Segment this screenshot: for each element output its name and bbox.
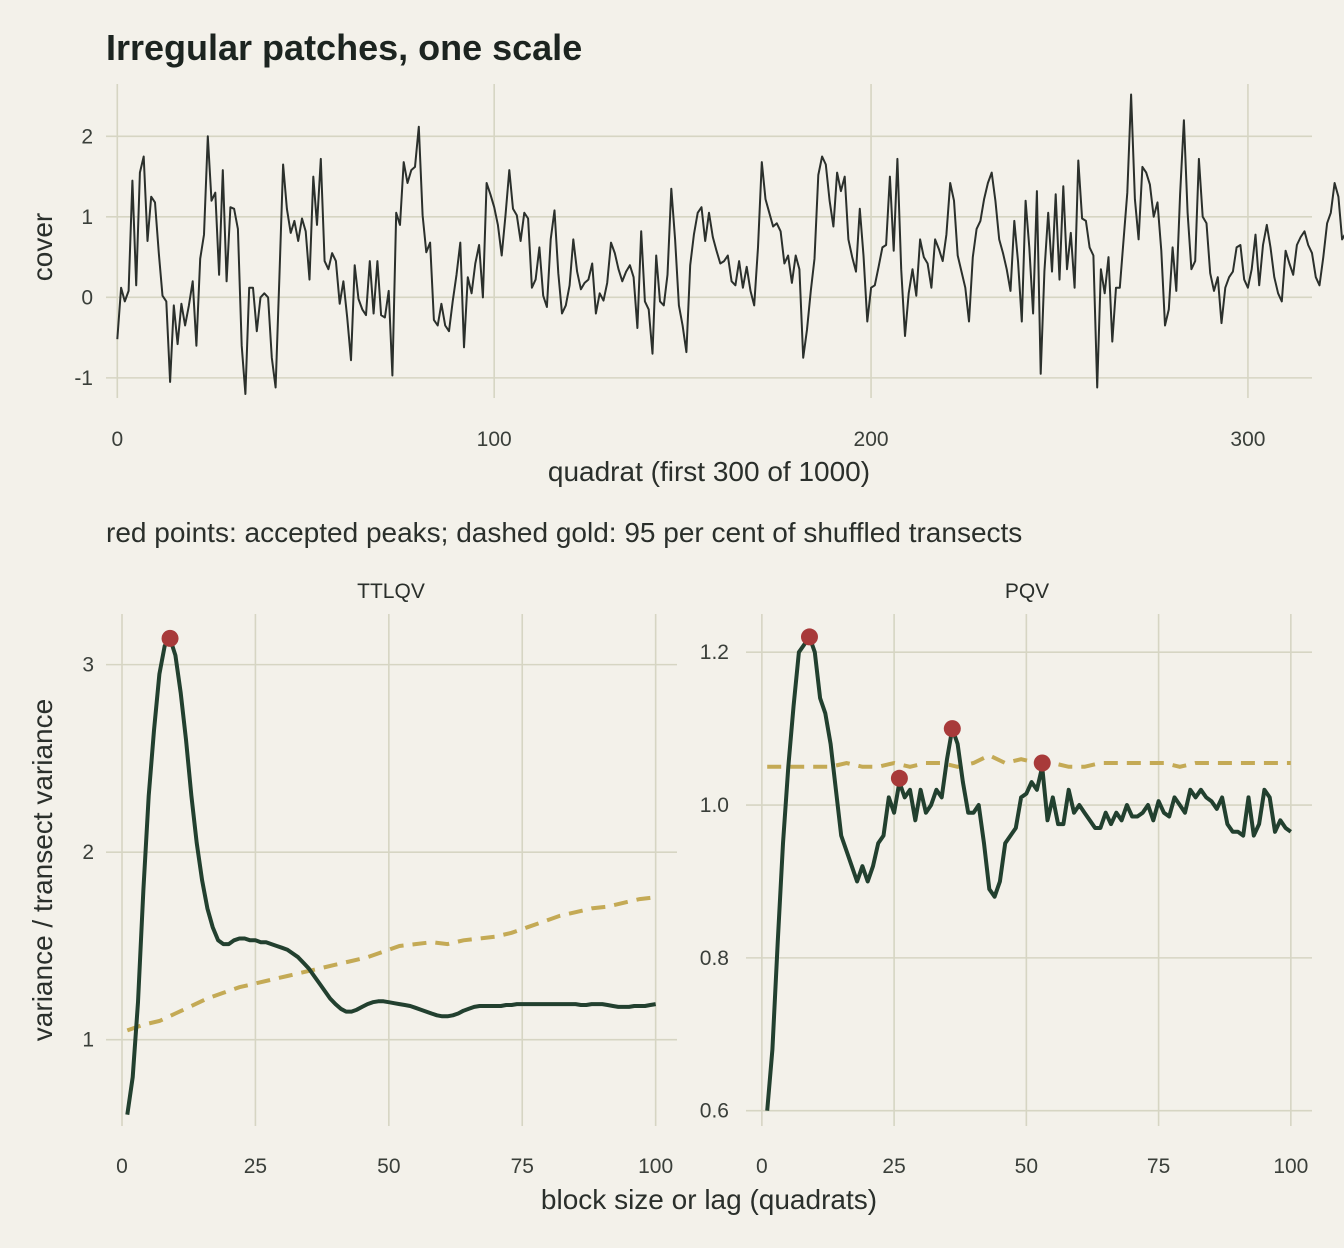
ttlqv-y-tick-label: 2 (82, 841, 94, 864)
chart-title: Irregular patches, one scale (106, 27, 582, 68)
pqv-panel-ticks: 0 25 50 75 100 0.6 0.8 1.0 1.2 (700, 641, 1309, 1178)
top-panel-ticks: 0 100 200 300 -1 0 1 2 (74, 125, 1265, 451)
top-x-tick-label: 200 (854, 428, 889, 451)
pqv-observed-line (765, 634, 1292, 1111)
top-y-tick-label: -1 (74, 367, 93, 390)
ttlqv-panel-ticks: 0 25 50 75 100 1 2 3 (82, 654, 673, 1178)
ttlqv-y-axis-title: variance / transect variance (27, 699, 58, 1041)
pqv-y-tick-label: 1.2 (700, 641, 729, 664)
pqv-peak-points (800, 628, 1051, 787)
ttlqv-panel-grid (106, 614, 677, 1126)
pqv-x-tick-label: 25 (882, 1155, 905, 1178)
ttlqv-x-tick-label: 50 (377, 1155, 400, 1178)
pqv-y-tick-label: 0.6 (700, 1100, 729, 1123)
top-x-tick-label: 300 (1230, 428, 1265, 451)
pqv-y-tick-label: 1.0 (700, 794, 729, 817)
pqv-panel-grid (746, 614, 1312, 1126)
pqv-peak-point (1033, 754, 1051, 772)
ttlqv-x-tick-label: 100 (638, 1155, 673, 1178)
pqv-peak-point (943, 720, 961, 738)
top-y-tick-label: 1 (81, 206, 93, 229)
pqv-threshold-line (767, 753, 1291, 769)
top-y-axis-title: cover (27, 213, 58, 281)
ttlqv-x-tick-label: 25 (244, 1155, 267, 1178)
ttlqv-peak-points (161, 629, 179, 647)
cover-series-line (116, 93, 1344, 395)
top-y-tick-label: 0 (81, 286, 93, 309)
ttlqv-y-tick-label: 3 (82, 654, 94, 677)
pqv-peak-point (890, 769, 908, 787)
chart-subtitle: red points: accepted peaks; dashed gold:… (106, 517, 1022, 548)
pqv-y-tick-label: 0.8 (700, 947, 729, 970)
pqv-x-tick-label: 0 (756, 1155, 768, 1178)
top-y-tick-label: 2 (81, 125, 93, 148)
pqv-peak-point (800, 628, 818, 646)
ttlqv-panel-title: TTLQV (357, 580, 425, 603)
ttlqv-x-tick-label: 0 (116, 1155, 128, 1178)
ttlqv-y-tick-label: 1 (82, 1029, 94, 1052)
bottom-x-axis-title: block size or lag (quadrats) (541, 1184, 877, 1215)
pqv-panel-title: PQV (1005, 580, 1049, 603)
ttlqv-observed-line (125, 636, 657, 1115)
ttlqv-threshold-line (126, 895, 656, 1033)
ttlqv-x-tick-label: 75 (511, 1155, 534, 1178)
top-x-axis-title: quadrat (first 300 of 1000) (548, 456, 870, 487)
pqv-x-tick-label: 50 (1015, 1155, 1038, 1178)
top-x-tick-label: 0 (111, 428, 123, 451)
ttlqv-peak-point (161, 629, 179, 647)
pqv-x-tick-label: 100 (1273, 1155, 1308, 1178)
pqv-x-tick-label: 75 (1147, 1155, 1170, 1178)
top-x-tick-label: 100 (477, 428, 512, 451)
